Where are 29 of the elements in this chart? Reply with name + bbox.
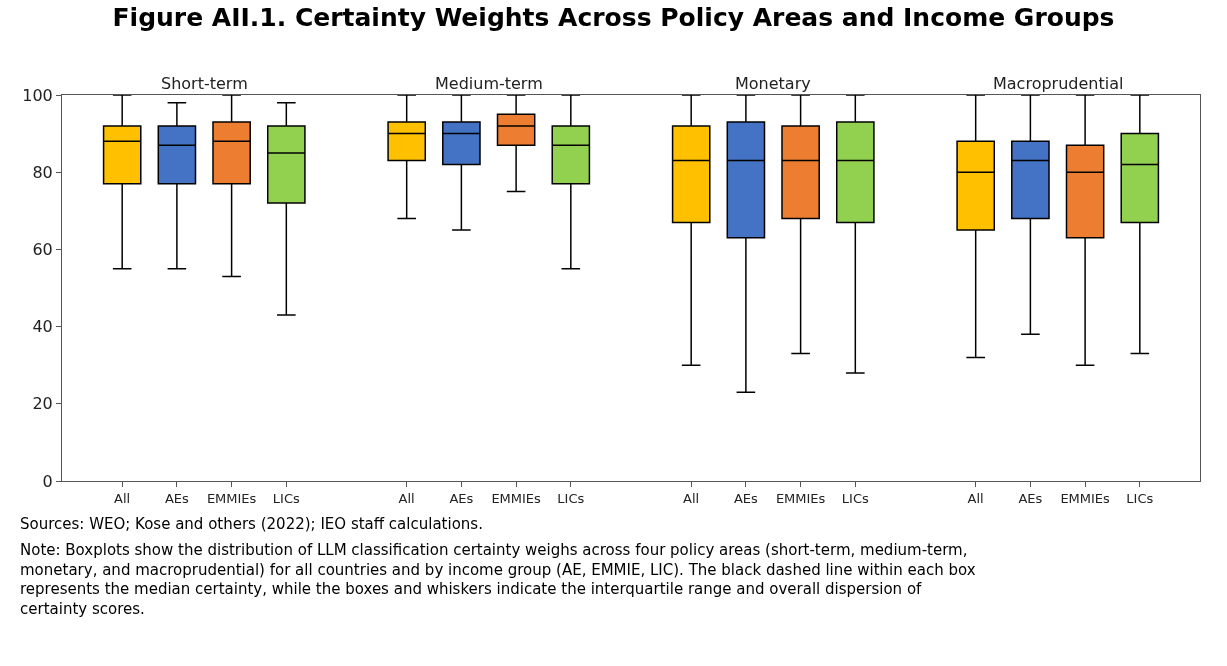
chart-subtitle: Short-term bbox=[161, 74, 248, 93]
y-tick-label: 40 bbox=[32, 317, 53, 337]
text: Figure AII.1. Certainty Weights Across Policy Areas and Income Groups bbox=[112, 2, 1115, 32]
x-tick-label: EMMIEs bbox=[1060, 490, 1111, 506]
x-tick-label: EMMIEs bbox=[206, 490, 257, 506]
y-tick-label: 0 bbox=[42, 471, 53, 491]
x-tick-label: LICs bbox=[557, 490, 585, 506]
chart-subtitle: Medium-term bbox=[435, 74, 543, 93]
x-tick-label: All bbox=[967, 490, 984, 506]
x-tick-label: EMMIEs bbox=[491, 490, 542, 506]
x-tick-label: All bbox=[398, 490, 415, 506]
chart-subtitle: Monetary bbox=[735, 74, 811, 93]
x-tick-label: AEs bbox=[164, 490, 190, 506]
y-tick-label: 20 bbox=[32, 394, 53, 414]
y-tick-label: 60 bbox=[32, 240, 53, 259]
x-tick-label: LICs bbox=[272, 490, 301, 506]
y-tick-label: 80 bbox=[32, 162, 53, 182]
text: Note: Boxplots show the distribution of LLM classification certainty weighs across four policy areas (short-term, medium-term, monetary, and macroprudential) for all countries and by income group (AE, EMMIE, LIC). The black dashed line within each box represents the median certainty, while the boxes and whiskers indicate the interquartile range and overall dispersion of certainty scores. bbox=[20, 541, 976, 618]
x-tick-label: LICs bbox=[841, 490, 870, 506]
y-tick-label: 100 bbox=[22, 85, 53, 105]
x-tick-label: AEs bbox=[449, 490, 474, 506]
x-tick-label: LICs bbox=[1126, 490, 1154, 506]
source-note: Sources: WEO; Kose and others (2022); IEO staff calculations. bbox=[20, 515, 483, 533]
x-tick-label: All bbox=[683, 490, 700, 506]
x-tick-label: EMMIEs bbox=[775, 490, 826, 506]
x-tick-label: AEs bbox=[733, 490, 759, 506]
chart-subtitle: Macroprudential bbox=[993, 74, 1124, 93]
x-tick-label: AEs bbox=[1018, 490, 1043, 506]
x-tick-label: All bbox=[114, 490, 131, 506]
